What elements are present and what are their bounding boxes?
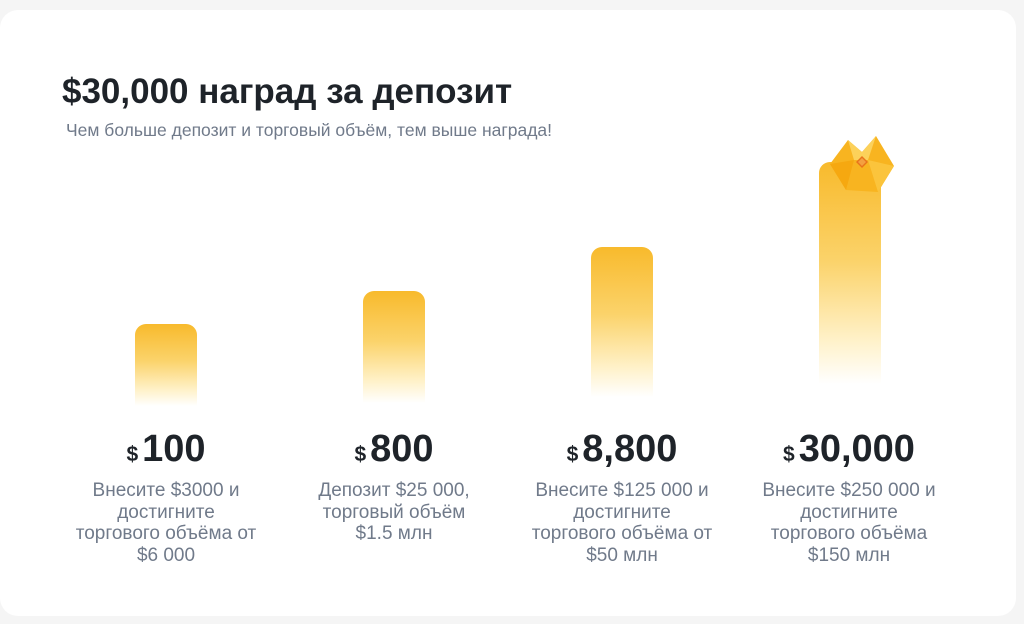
tier-2-amount: $ 800	[284, 428, 504, 474]
tier-3-desc-line: торгового объёма от	[531, 523, 713, 544]
tier-4-desc-line: Внесите $250 000 и	[762, 480, 936, 501]
tier-1-value: 100	[142, 428, 206, 470]
page-title: $30,000 наград за депозит	[62, 72, 513, 111]
tier-1-amount: $ 100	[56, 428, 276, 474]
tier-3-value: 8,800	[582, 428, 678, 470]
tier-2-value: 800	[370, 428, 434, 470]
tier-2-desc-line: торговый объём	[322, 501, 466, 523]
tier-bar-1	[135, 324, 197, 406]
tier-2-desc-line: $1.5 млн	[355, 523, 433, 544]
tier-4-desc-line: $150 млн	[807, 544, 891, 566]
tier-1-currency: $	[126, 443, 139, 466]
tier-4-amount: $ 30,000	[734, 428, 964, 474]
tier-4: $ 30,000 Внесите $250 000 и достигните т…	[734, 428, 964, 566]
tier-4-description: Внесите $250 000 и достигните торгового …	[734, 480, 964, 566]
tier-1: $ 100 Внесите $3000 и достигните торгово…	[56, 428, 276, 566]
tier-3-amount: $ 8,800	[507, 428, 737, 474]
tier-3-desc-line: Внесите $125 000 и	[535, 480, 709, 501]
tier-2-desc-line: Депозит $25 000,	[318, 480, 470, 501]
tier-1-desc-line: $6 000	[136, 544, 196, 566]
tier-3-desc-line: $50 млн	[586, 544, 658, 566]
crown-icon	[830, 136, 894, 192]
tier-2-currency: $	[354, 443, 367, 466]
tier-3-description: Внесите $125 000 и достигните торгового …	[507, 480, 737, 566]
tier-3: $ 8,800 Внесите $125 000 и достигните то…	[507, 428, 737, 566]
page-subtitle: Чем больше депозит и торговый объём, тем…	[66, 120, 553, 140]
tier-1-desc-line: достигните	[117, 501, 215, 523]
tier-3-desc-line: достигните	[573, 501, 671, 523]
tier-3-currency: $	[566, 443, 579, 466]
tier-bar-2	[363, 291, 425, 403]
tier-4-currency: $	[783, 443, 795, 466]
tier-4-desc-line: достигните	[800, 501, 898, 523]
tier-4-value: 30,000	[798, 428, 915, 470]
tier-bar-3	[591, 247, 653, 397]
tier-1-desc-line: торгового объёма от	[75, 523, 257, 544]
tier-1-description: Внесите $3000 и достигните торгового объ…	[56, 480, 276, 566]
tier-bar-4	[819, 162, 881, 384]
tier-4-desc-line: торгового объёма	[770, 523, 928, 544]
tier-2-description: Депозит $25 000, торговый объём $1.5 млн	[284, 480, 504, 545]
tier-2: $ 800 Депозит $25 000, торговый объём $1…	[284, 428, 504, 545]
tier-1-desc-line: Внесите $3000 и	[92, 480, 240, 501]
